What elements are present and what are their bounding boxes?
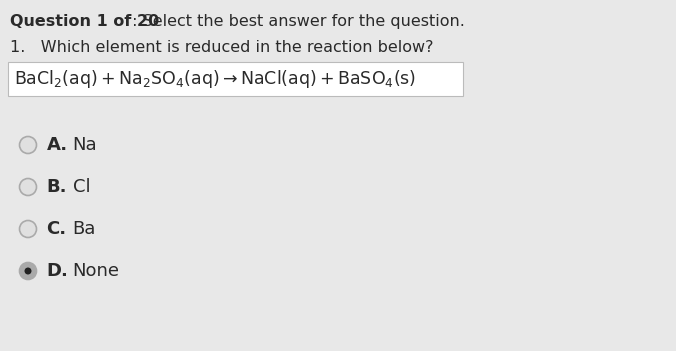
- Text: Question 1 of 20: Question 1 of 20: [10, 14, 160, 29]
- Text: Cl: Cl: [72, 178, 90, 196]
- Text: C.: C.: [47, 220, 67, 238]
- Text: $\mathrm{BaCl_2(aq) + Na_2SO_4(aq) \rightarrow NaCl(aq) + BaSO_4(s)}$: $\mathrm{BaCl_2(aq) + Na_2SO_4(aq) \righ…: [14, 68, 416, 90]
- Text: None: None: [72, 262, 120, 280]
- Circle shape: [20, 137, 37, 153]
- Circle shape: [20, 220, 37, 238]
- Text: 1.   Which element is reduced in the reaction below?: 1. Which element is reduced in the react…: [10, 40, 433, 55]
- Text: Na: Na: [72, 136, 97, 154]
- Circle shape: [20, 179, 37, 196]
- Text: Ba: Ba: [72, 220, 96, 238]
- FancyBboxPatch shape: [8, 62, 463, 96]
- Text: A.: A.: [47, 136, 68, 154]
- Text: : Select the best answer for the question.: : Select the best answer for the questio…: [127, 14, 465, 29]
- Circle shape: [20, 263, 37, 279]
- Text: D.: D.: [47, 262, 68, 280]
- Text: B.: B.: [47, 178, 67, 196]
- Circle shape: [24, 267, 32, 274]
